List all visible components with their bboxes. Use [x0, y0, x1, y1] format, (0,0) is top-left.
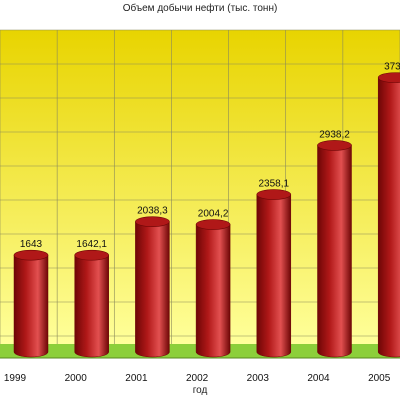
bar-top — [74, 249, 109, 261]
bar-top — [13, 249, 49, 261]
bar-body — [317, 145, 352, 358]
bar-2003 — [256, 189, 292, 358]
bar-series — [13, 72, 400, 358]
x-tick-2005: 2005 — [368, 373, 391, 384]
x-tick-2004: 2004 — [307, 373, 330, 384]
bar-1999 — [13, 249, 49, 358]
bar-top — [135, 216, 170, 227]
x-tick-2001: 2001 — [125, 373, 148, 384]
data-label-2001: 2038,3 — [137, 206, 168, 217]
bar-2004 — [317, 140, 352, 358]
x-tick-1999: 1999 — [4, 373, 27, 384]
bar-body — [135, 221, 170, 358]
bar-body — [13, 254, 49, 358]
x-axis-label: год — [192, 385, 208, 396]
bar-2001 — [135, 216, 170, 358]
bar-body — [74, 254, 109, 358]
bar-body — [377, 77, 400, 358]
data-labels: 1643 1642,1 2038,3 2004,2 2358,1 2938,2 3738 — [20, 62, 400, 251]
bar-top — [377, 72, 400, 83]
x-tick-2002: 2002 — [186, 373, 209, 384]
x-tick-2000: 2000 — [65, 373, 88, 384]
data-label-2003: 2358,1 — [259, 179, 290, 190]
bar-2002 — [195, 219, 231, 358]
bar-body — [195, 224, 231, 358]
data-label-2002: 2004,2 — [198, 209, 229, 220]
bar-2000 — [74, 249, 109, 358]
chart-title: Объем добычи нефти (тыс. тонн) — [122, 3, 278, 14]
bar-top — [256, 189, 292, 200]
data-label-1999: 1643 — [20, 239, 43, 250]
bar-body — [256, 194, 292, 358]
data-label-2004: 2938,2 — [319, 129, 350, 140]
x-tick-labels: 1999 2000 2001 2002 2003 2004 2005 — [4, 373, 391, 384]
bar-top — [195, 219, 231, 230]
data-label-2000: 1642,1 — [76, 239, 107, 250]
bar-top — [317, 140, 352, 151]
x-tick-2003: 2003 — [247, 373, 270, 384]
bar-2005 — [377, 72, 400, 358]
data-label-2005: 3738 — [384, 62, 400, 73]
